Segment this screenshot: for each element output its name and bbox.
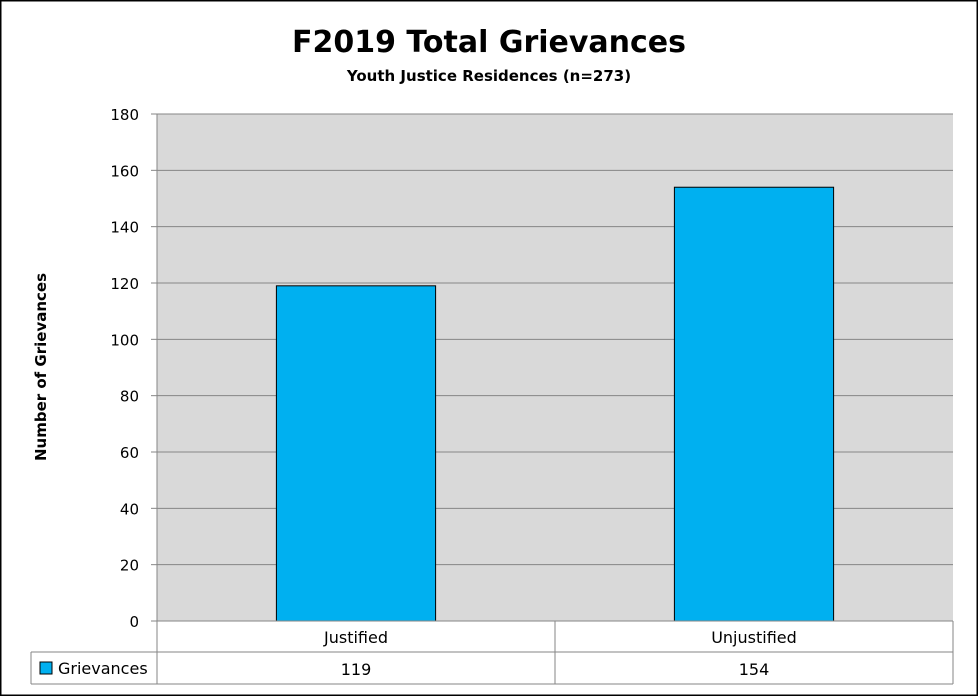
y-tick-label: 80 (120, 388, 139, 406)
chart-subtitle: Youth Justice Residences (n=273) (346, 67, 631, 85)
y-tick-label: 120 (110, 275, 139, 293)
bars (275, 186, 835, 622)
y-tick-label: 40 (120, 500, 139, 518)
bar-unjustified (673, 186, 835, 622)
y-tick-label: 60 (120, 444, 139, 462)
legend-key (39, 661, 53, 675)
y-tick-label: 100 (110, 331, 139, 349)
bar-justified (275, 285, 437, 622)
y-tick-label: 140 (110, 219, 139, 237)
y-tick-label: 20 (120, 557, 139, 575)
data-table: Justified 119 Unjustified 154 Grievances (30, 620, 954, 685)
y-ticks: 0 20 40 60 80 100 120 140 160 180 (110, 106, 157, 631)
y-tick-label: 0 (129, 613, 139, 631)
category-label: Justified (323, 628, 388, 647)
data-value-label: 119 (341, 660, 372, 679)
data-value-label: 154 (739, 660, 770, 679)
y-tick-label: 160 (110, 162, 139, 180)
y-axis-label: Number of Grievances (32, 273, 50, 461)
legend-series-name: Grievances (58, 659, 148, 678)
chart-title: F2019 Total Grievances (292, 25, 686, 60)
y-tick-label: 180 (110, 106, 139, 124)
category-label: Unjustified (711, 628, 797, 647)
